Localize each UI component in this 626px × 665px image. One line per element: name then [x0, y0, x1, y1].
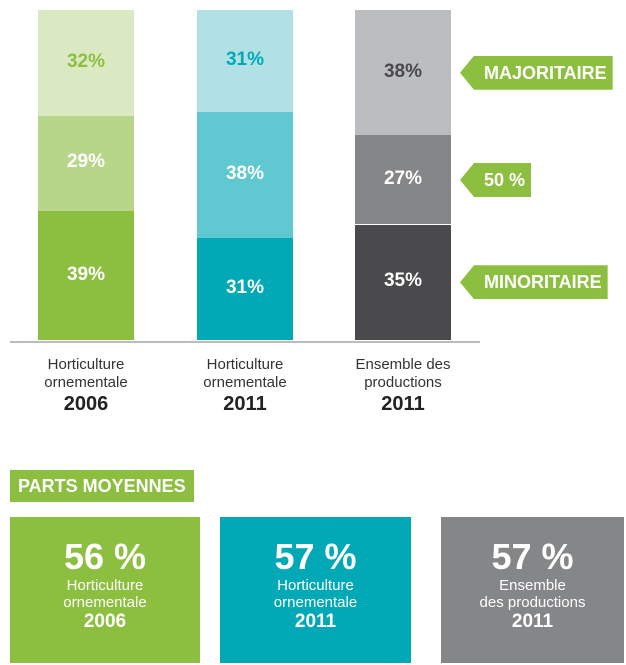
summary-value: 57 % [491, 536, 574, 577]
summary-box: 56 % Horticulture ornementale 2006 [10, 517, 200, 663]
value-label: 38% [383, 60, 423, 82]
summary-value: 56 % [63, 536, 147, 577]
summary-name: des productions [479, 594, 586, 611]
category-year: 2011 [381, 393, 425, 415]
category-year: 2011 [223, 393, 267, 415]
category-name: Ensemble des productions [355, 356, 451, 391]
category-name: Horticulture ornementale [44, 356, 128, 391]
series-tag: 50 % [460, 162, 532, 197]
value-label: 39% [66, 263, 106, 285]
bar-segment: 27% [355, 135, 451, 225]
category-year: 2006 [63, 393, 109, 415]
bar-segment: 39% [38, 211, 134, 340]
summary-box: 57 % Ensemble des productions 2011 [441, 517, 624, 663]
summary-title: PARTS MOYENNES [10, 470, 194, 502]
bar-segment: 35% [355, 224, 451, 340]
bar-segment: 31% [197, 237, 293, 340]
bar-segment: 32% [38, 10, 134, 116]
summary-year: 2006 [83, 611, 127, 632]
bar-segment: 38% [355, 10, 451, 136]
bar-segment: 29% [38, 115, 134, 212]
summary-year: 2011 [294, 611, 337, 632]
value-label: 27% [383, 167, 423, 189]
series-tag: MAJORITAIRE [460, 55, 613, 90]
category-label: Horticulture ornementale 2006 [31, 356, 141, 416]
value-label: 38% [225, 162, 265, 184]
summary-name: Horticulture [66, 577, 144, 594]
category-label: Ensemble des productions 2011 [348, 356, 458, 416]
summary-name: Horticulture [277, 577, 354, 594]
value-label: 31% [225, 276, 265, 298]
value-label: 29% [66, 151, 106, 173]
baseline [10, 341, 480, 343]
value-label: 32% [66, 50, 106, 72]
value-label: 31% [225, 49, 265, 71]
summary-name: ornementale [273, 594, 358, 611]
value-label: 35% [383, 270, 423, 292]
summary-name: Ensemble [499, 577, 566, 594]
category-name: Horticulture ornementale [203, 356, 287, 391]
summary-box: 57 % Horticulture ornementale 2011 [220, 517, 411, 663]
summary-value: 57 % [274, 536, 357, 577]
bar-segment: 31% [197, 10, 293, 113]
bar-segment: 38% [197, 112, 293, 238]
series-tag: MINORITAIRE [460, 265, 608, 300]
category-label: Horticulture ornementale 2011 [190, 356, 300, 416]
summary-year: 2011 [511, 611, 554, 632]
summary-name: ornementale [63, 594, 147, 611]
